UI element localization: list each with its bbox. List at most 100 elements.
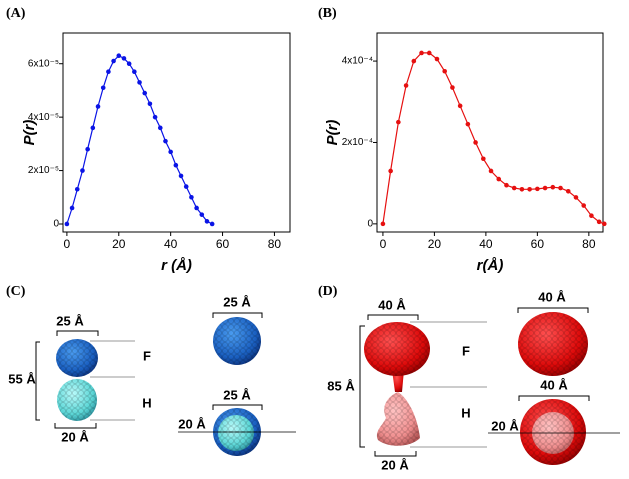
bracket: [518, 395, 590, 401]
data-point: [126, 61, 132, 67]
data-point: [601, 221, 607, 227]
data-point: [488, 168, 494, 174]
bracket: [35, 341, 40, 421]
annotation: 40 Å: [540, 377, 568, 392]
data-point: [473, 140, 478, 145]
data-point: [558, 185, 563, 191]
data-point: [388, 168, 393, 174]
annotation: 20 Å: [178, 416, 206, 431]
y-tick-label: 2x10⁻⁴: [342, 137, 373, 148]
texture: [520, 399, 586, 465]
data-point: [442, 68, 447, 74]
data-point: [527, 186, 532, 192]
x-axis-title: r(Å): [477, 257, 504, 274]
panel-label: (B): [318, 6, 337, 21]
texture: [376, 392, 420, 446]
data-point: [189, 194, 194, 200]
data-point: [581, 203, 586, 208]
texture: [364, 322, 430, 376]
data-point: [589, 213, 594, 219]
data-point: [457, 103, 463, 109]
bracket: [359, 325, 365, 448]
data-point: [419, 50, 424, 56]
data-point: [116, 53, 122, 59]
x-tick-label: 80: [582, 237, 596, 251]
x-tick-label: 20: [428, 237, 442, 251]
annotation: 25 Å: [223, 387, 251, 402]
data-point: [496, 176, 502, 182]
x-axis-title: r (Å): [161, 257, 192, 274]
data-point: [596, 219, 602, 225]
y-tick-label: 6x10⁻⁵: [28, 58, 59, 69]
x-tick-label: 60: [531, 237, 545, 251]
data-point: [85, 146, 90, 152]
data-point: [194, 205, 199, 211]
data-point: [80, 168, 85, 173]
data-point: [450, 85, 455, 90]
y-axis-title: P(r): [324, 120, 341, 146]
data-point: [542, 185, 548, 191]
data-point: [380, 221, 386, 227]
data-point: [168, 149, 173, 155]
data-point: [481, 156, 486, 162]
data-point: [106, 69, 111, 75]
diagram-c: (C) 25 Å 55 Å F H 20 Å 25 Å 25 Å 20 Å: [6, 284, 296, 456]
data-point: [100, 85, 106, 91]
annotation: 40 Å: [538, 289, 566, 304]
x-tick-label: 20: [112, 237, 126, 251]
data-point: [147, 101, 153, 107]
bracket: [212, 312, 263, 318]
bracket: [517, 307, 589, 313]
annotation: H: [461, 405, 470, 420]
panel-label: (A): [6, 6, 26, 21]
x-tick-label: 80: [268, 237, 282, 251]
bracket: [374, 451, 417, 457]
annotation: 40 Å: [378, 297, 406, 312]
data-point: [396, 119, 401, 125]
data-point: [64, 221, 70, 227]
data-point: [183, 184, 189, 189]
data-point: [74, 186, 80, 192]
y-tick-label: 2x10⁻⁵: [28, 165, 59, 176]
annotation: 55 Å: [8, 371, 36, 386]
data-point: [209, 221, 215, 227]
data-point: [199, 212, 205, 217]
x-tick-label: 0: [380, 237, 387, 251]
data-point: [573, 195, 579, 200]
data-point: [434, 56, 440, 62]
data-point: [137, 80, 142, 85]
data-point: [511, 185, 517, 191]
data-point: [465, 121, 471, 127]
annotation: 20 Å: [61, 429, 89, 444]
data-line: [382, 52, 605, 225]
data-point: [152, 114, 158, 120]
data-point: [95, 104, 101, 109]
x-tick-label: 60: [216, 237, 230, 251]
panel-label: (D): [318, 284, 338, 299]
data-point: [504, 182, 509, 188]
texture: [57, 379, 97, 421]
data-point: [121, 56, 127, 61]
data-point: [519, 186, 525, 192]
texture: [213, 317, 261, 365]
data-point: [90, 125, 96, 131]
plot-frame: [376, 32, 604, 233]
x-tick-label: 40: [479, 237, 493, 251]
data-point: [132, 69, 137, 75]
data-point: [535, 186, 540, 192]
data-point: [142, 90, 148, 96]
texture: [56, 339, 98, 377]
diagram-d: (D) 40 Å 85 Å F H 20 Å 40 Å 40 Å 20 Å: [318, 284, 620, 472]
texture: [518, 312, 588, 376]
annotation: F: [462, 343, 470, 358]
annotation: F: [143, 348, 151, 363]
data-point: [178, 173, 184, 179]
x-tick-label: 40: [164, 237, 178, 251]
annotation: 20 Å: [491, 418, 519, 433]
y-tick-label: 0: [367, 219, 373, 230]
data-point: [204, 219, 210, 224]
annotation: 25 Å: [56, 313, 84, 328]
x-tick-label: 0: [64, 237, 71, 251]
data-point: [550, 184, 556, 190]
